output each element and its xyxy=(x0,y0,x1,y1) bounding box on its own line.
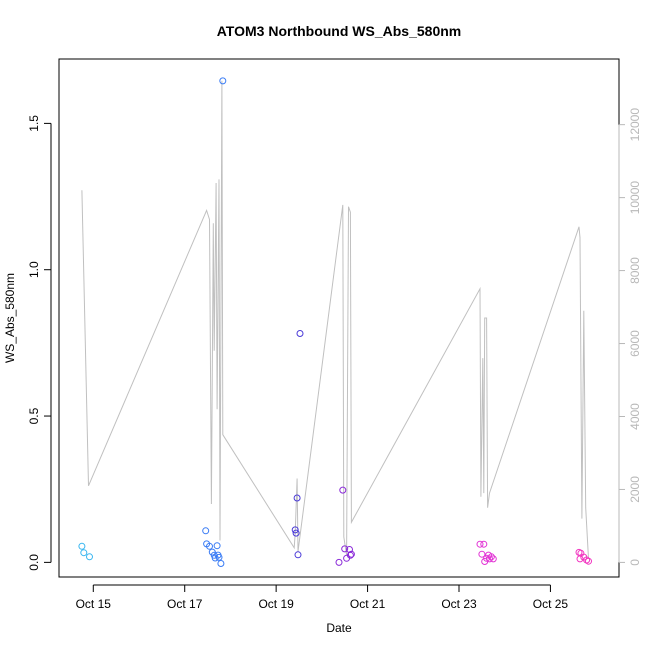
data-point xyxy=(291,526,299,534)
point-series xyxy=(78,77,592,567)
data-point xyxy=(217,560,225,567)
y-left-tick-label: 1.5 xyxy=(27,115,41,132)
data-point xyxy=(202,527,210,535)
data-point xyxy=(487,553,495,561)
data-point xyxy=(213,542,221,550)
x-axis: Oct 15 Oct 17 Oct 19 Oct 21 Oct 23 Oct 25 xyxy=(76,584,569,611)
y-left-tick-label: 0.0 xyxy=(27,554,41,571)
data-point xyxy=(585,557,592,565)
chart-title: ATOM3 Northbound WS_Abs_580nm xyxy=(217,23,462,39)
plot-frame xyxy=(58,58,620,578)
x-tick-label: Oct 21 xyxy=(350,597,386,611)
series-line xyxy=(81,80,589,559)
x-tick-label: Oct 17 xyxy=(167,597,203,611)
data-point xyxy=(296,330,304,337)
x-tick-label: Oct 25 xyxy=(533,597,569,611)
y-axis-label: WS_Abs_580nm xyxy=(3,273,17,363)
data-point xyxy=(78,542,86,550)
data-point xyxy=(486,555,493,563)
line-series xyxy=(81,80,589,559)
y-right-tick-label: 6000 xyxy=(628,330,642,357)
data-point xyxy=(215,553,223,561)
y-right-tick-label: 8000 xyxy=(628,257,642,284)
y-right-tick-label: 2000 xyxy=(628,476,642,503)
x-tick-label: Oct 19 xyxy=(258,597,294,611)
data-point xyxy=(346,551,354,559)
data-point xyxy=(293,494,301,502)
x-axis-label: Date xyxy=(326,621,352,635)
data-point xyxy=(480,540,488,548)
y-axis-left: 0.0 0.5 1.0 1.5 xyxy=(27,115,52,571)
data-point xyxy=(478,550,486,558)
y-left-tick-label: 1.0 xyxy=(27,261,41,278)
data-point xyxy=(86,553,93,561)
y-right-tick-label: 0 xyxy=(628,559,642,566)
y-left-tick-label: 0.5 xyxy=(27,407,41,424)
data-point xyxy=(206,542,213,550)
data-point xyxy=(476,540,484,548)
data-point xyxy=(489,555,497,563)
data-point xyxy=(347,550,355,558)
y-right-tick-label: 12000 xyxy=(628,108,642,142)
x-tick-label: Oct 23 xyxy=(441,597,477,611)
data-point xyxy=(292,529,300,537)
data-point xyxy=(576,555,584,563)
data-point xyxy=(335,558,343,566)
data-point xyxy=(339,486,347,494)
y-right-tick-label: 4000 xyxy=(628,403,642,430)
y-axis-right: 0 2000 4000 6000 8000 10000 12000 xyxy=(618,108,642,566)
data-point xyxy=(341,545,349,553)
data-point xyxy=(294,551,302,559)
data-point xyxy=(219,77,227,85)
data-point xyxy=(80,549,88,557)
x-tick-label: Oct 15 xyxy=(76,597,112,611)
data-point xyxy=(583,556,591,564)
y-right-tick-label: 10000 xyxy=(628,181,642,215)
